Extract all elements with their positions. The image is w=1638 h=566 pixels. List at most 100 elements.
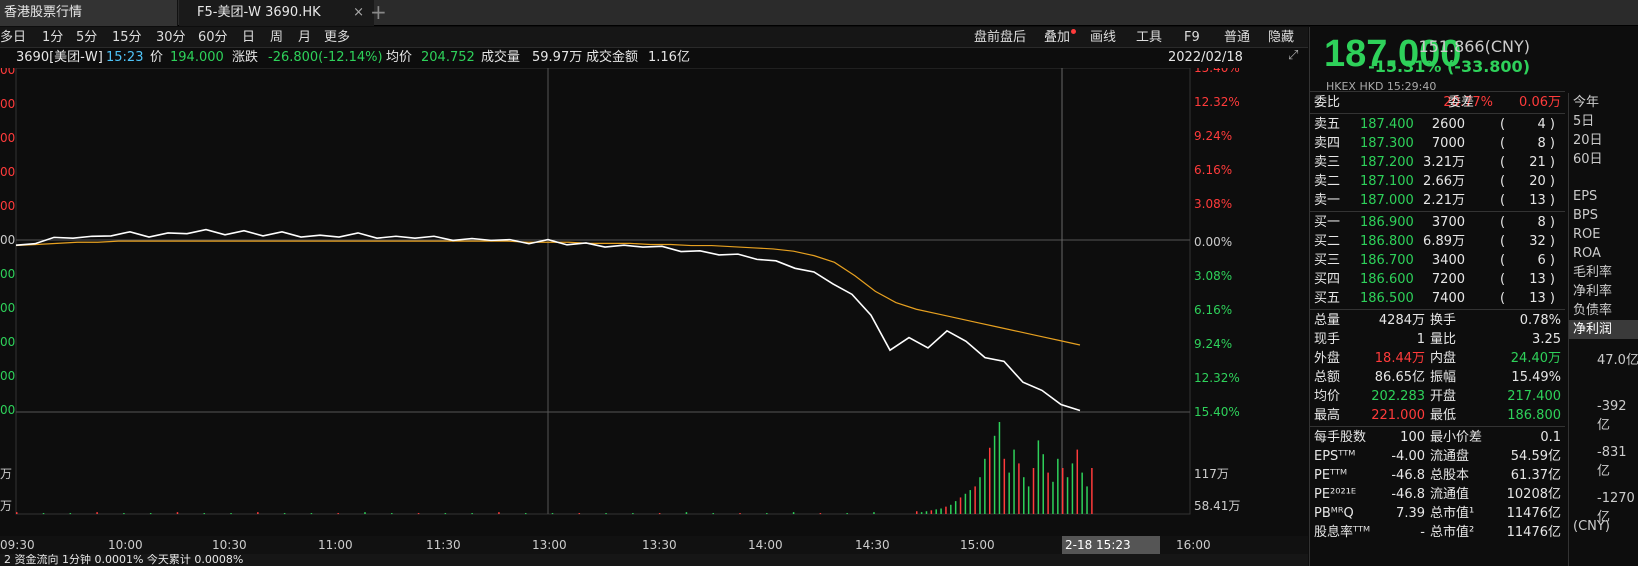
bid-row: 买四 186.600 7200 (13 ) — [1310, 270, 1565, 289]
side-metric-item[interactable]: EPS — [1573, 189, 1598, 204]
period-multi-day[interactable]: 多日 — [0, 30, 27, 45]
volume-bar — [792, 512, 795, 514]
add-tab-icon[interactable]: + — [370, 0, 387, 24]
volume-bar — [524, 513, 527, 515]
stat-row: 总量 4284万 换手 0.78% — [1310, 311, 1565, 330]
volume-bar — [176, 512, 179, 514]
volume-bar — [935, 509, 937, 514]
bid-count: 8 ) — [1537, 215, 1555, 230]
volume-bar — [954, 501, 957, 514]
ask-price: 187.200 — [1360, 155, 1414, 170]
change-label: 涨跌 — [232, 50, 259, 65]
period-15min[interactable]: 15分 — [112, 30, 142, 45]
pct-tick-up: 15.40% — [1194, 68, 1240, 75]
side-period-item[interactable]: 今年 — [1573, 95, 1600, 110]
fund-value: -4.00 — [1391, 449, 1425, 464]
stat-value: 3.25 — [1532, 332, 1561, 347]
ask-label: 卖一 — [1314, 193, 1341, 208]
close-icon[interactable]: × — [353, 5, 364, 20]
side-period-item[interactable]: 20日 — [1573, 133, 1603, 148]
intraday-chart[interactable]: 15.40% 12.32% 9.24% 6.16% 3.08% 0.00% 3.08% 6.1… — [0, 68, 1308, 536]
side-metric-item[interactable]: 毛利率 — [1573, 265, 1613, 280]
f9-button[interactable]: F9 — [1184, 30, 1200, 45]
period-30min[interactable]: 30分 — [156, 30, 186, 45]
volume-bar — [498, 512, 500, 514]
side-period-item[interactable]: 60日 — [1573, 152, 1603, 167]
time-tick: 11:00 — [318, 538, 353, 552]
volume-bar — [1047, 472, 1049, 514]
fund-value: -46.8 — [1391, 487, 1425, 502]
cursor-price: 194.000 — [170, 50, 224, 65]
paren: ( — [1500, 117, 1506, 132]
bid-label: 买三 — [1314, 253, 1341, 268]
overlay-button[interactable]: 叠加 — [1044, 30, 1071, 45]
side-metric-item[interactable]: BPS — [1573, 208, 1599, 223]
paren: ( — [1500, 291, 1506, 306]
divider — [1310, 309, 1565, 310]
tab-hk-quotes[interactable]: 香港股票行情 — [0, 0, 178, 26]
bid-volume: 3700 — [1431, 215, 1465, 230]
stat-row: 均价 202.283 开盘 217.400 — [1310, 387, 1565, 406]
side-period-item[interactable]: 5日 — [1573, 114, 1595, 129]
volume-bar — [685, 512, 688, 514]
tab-label: 香港股票行情 — [4, 5, 83, 20]
volume-bar — [1018, 463, 1020, 514]
volume-bar — [916, 511, 918, 514]
period-month[interactable]: 月 — [298, 30, 312, 45]
period-more[interactable]: 更多 — [324, 30, 351, 45]
side-value: -1270亿 — [1597, 491, 1635, 525]
volume-bar — [257, 512, 259, 514]
expand-icon[interactable]: ⤢ — [1288, 48, 1299, 63]
bid-count: 32 ) — [1529, 234, 1555, 249]
draw-line-button[interactable]: 画线 — [1090, 30, 1117, 45]
time-tick: 13:00 — [532, 538, 567, 552]
price-label: 价 — [150, 50, 164, 65]
side-metric-item[interactable]: 负债率 — [1573, 303, 1613, 318]
volume-bar — [974, 486, 976, 514]
quote-info-bar: 3690[美团-W] 15:23 价 194.000 涨跌 -26.800(-1… — [0, 48, 1308, 68]
fund-value: 100 — [1400, 430, 1425, 445]
normal-mode-button[interactable]: 普通 — [1224, 30, 1251, 45]
price-tick-left: 00 — [0, 131, 15, 145]
stat-value: 86.65亿 — [1374, 370, 1425, 385]
volume-bar — [739, 513, 741, 515]
price-line — [15, 228, 1081, 412]
time-tick: 13:30 — [642, 538, 677, 552]
period-60min[interactable]: 60分 — [198, 30, 228, 45]
bid-label: 买二 — [1314, 234, 1341, 249]
hide-button[interactable]: 隐藏 — [1268, 30, 1295, 45]
paren: ( — [1500, 253, 1506, 268]
fund-label: 流通值 — [1430, 487, 1470, 502]
bid-label: 买五 — [1314, 291, 1341, 306]
ask-label: 卖二 — [1314, 174, 1341, 189]
fundamental-row: 每手股数 100 最小价差 0.1 — [1310, 428, 1565, 447]
side-metric-item[interactable]: ROE — [1573, 227, 1601, 242]
side-metric-item[interactable]: 净利率 — [1573, 284, 1613, 299]
stat-label: 振幅 — [1430, 370, 1457, 385]
bid-price: 186.900 — [1360, 215, 1414, 230]
cursor-time-label: 2-18 15:23 — [1062, 536, 1160, 554]
volume-bar — [391, 513, 393, 515]
fund-label: 股息率ᵀᵀᴹ — [1314, 525, 1371, 540]
ask-row: 卖一 187.000 2.21万 (13 ) — [1310, 191, 1565, 210]
stat-label: 最低 — [1430, 408, 1457, 423]
price-tick-left: 00 — [0, 165, 15, 179]
paren: ( — [1500, 136, 1506, 151]
fund-flow-bar: 2 资金流向 1分钟 0.0001% 今天累计 0.0008% — [0, 554, 1308, 566]
stat-value: 24.40万 — [1510, 351, 1561, 366]
paren: ( — [1500, 193, 1506, 208]
side-metric-item[interactable]: 净利润 — [1569, 320, 1638, 339]
divider — [1310, 91, 1565, 92]
pre-post-market-button[interactable]: 盘前盘后 — [974, 30, 1027, 45]
volume-bar — [846, 513, 848, 515]
side-metric-item[interactable]: ROA — [1573, 246, 1601, 261]
bid-price: 186.500 — [1360, 291, 1414, 306]
period-5min[interactable]: 5分 — [76, 30, 98, 45]
period-week[interactable]: 周 — [270, 30, 284, 45]
period-day[interactable]: 日 — [242, 30, 256, 45]
volume-bar — [1057, 458, 1059, 514]
period-1min[interactable]: 1分 — [42, 30, 64, 45]
tools-button[interactable]: 工具 — [1136, 30, 1163, 45]
volume-bar — [712, 513, 714, 515]
tab-meituan[interactable]: F5-美团-W 3690.HK × — [179, 0, 374, 26]
